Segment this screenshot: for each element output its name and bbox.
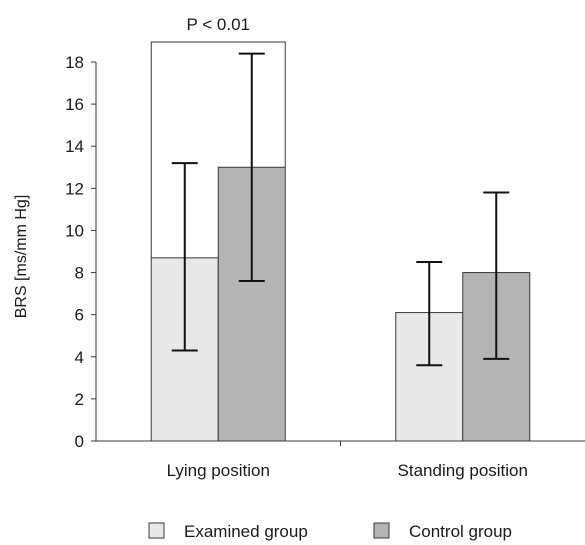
y-tick-label: 0 <box>75 432 84 451</box>
y-tick-label: 18 <box>65 53 84 72</box>
significance-bracket <box>150 41 286 258</box>
y-axis-label: BRS [ms/mm Hg] <box>13 195 30 319</box>
y-tick-label: 12 <box>65 179 84 198</box>
x-category-label: Lying position <box>167 461 270 480</box>
legend-label: Control group <box>409 522 512 541</box>
y-axis: 0 2 4 6 8 10 12 14 16 18 <box>65 53 97 451</box>
x-category-label: Standing position <box>398 461 528 480</box>
bars <box>150 166 531 442</box>
y-tick-label: 6 <box>75 306 84 325</box>
legend-label: Examined group <box>184 522 308 541</box>
legend: Examined group Control group <box>148 522 512 541</box>
y-tick-label: 14 <box>65 137 84 156</box>
significance-label: P < 0.01 <box>187 15 251 34</box>
x-axis: Lying position Standing position <box>96 440 585 480</box>
y-tick-label: 10 <box>65 221 84 240</box>
significance-annotation: P < 0.01 <box>150 15 286 258</box>
y-tick-label: 4 <box>75 348 84 367</box>
legend-swatch <box>373 522 390 539</box>
y-tick-label: 16 <box>65 95 84 114</box>
y-tick-label: 8 <box>75 264 84 283</box>
legend-swatch <box>148 522 165 539</box>
y-tick-label: 2 <box>75 390 84 409</box>
error-bars <box>171 52 510 367</box>
